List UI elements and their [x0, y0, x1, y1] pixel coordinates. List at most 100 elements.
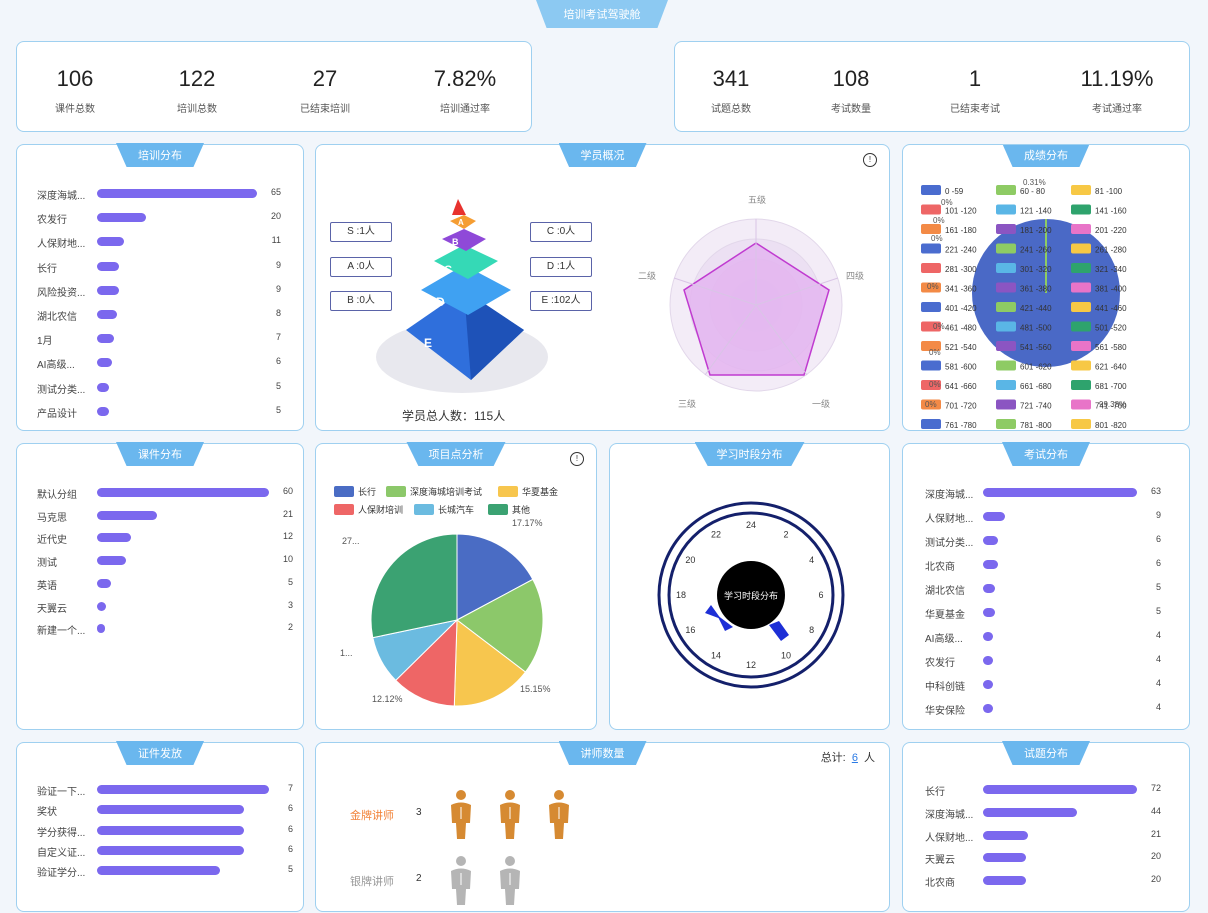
level-badge-b: B :0人 — [330, 291, 392, 311]
training-stats-panel: 106 课件总数 122 培训总数 27 已结束培训 7.82% 培训通过率 — [16, 41, 532, 132]
pie-slice[interactable] — [370, 533, 458, 639]
panel-tab: 课件分布 — [116, 442, 204, 466]
pie-slice[interactable] — [453, 619, 527, 707]
panel-tab: 成绩分布 — [1002, 145, 1090, 167]
pie-slice[interactable] — [395, 618, 458, 707]
score-legend-label: 421 -440 — [1020, 304, 1052, 313]
score-legend-swatch — [921, 282, 941, 293]
score-pie-label: 0.31% — [1023, 179, 1046, 187]
clock-hour-label: 24 — [746, 520, 756, 530]
bar — [97, 261, 120, 271]
pyramid-letter-b: B — [452, 237, 459, 247]
bar-row: 人保财地... 9 — [925, 510, 1175, 530]
bar — [983, 536, 998, 545]
score-legend-label: 701 -720 — [945, 402, 977, 411]
score-legend-label: 301 -320 — [1020, 265, 1052, 274]
bar-value: 20 — [1150, 851, 1161, 862]
score-legend-swatch — [921, 243, 941, 254]
clock-bar — [705, 605, 721, 619]
bar — [97, 334, 115, 344]
bar — [97, 533, 132, 543]
bar-label: 华夏基金 — [925, 610, 965, 621]
lecturer-level-count: 2 — [416, 873, 422, 884]
bar-value: 65 — [270, 187, 281, 197]
pie-legend-swatch — [334, 504, 354, 515]
score-legend-swatch — [1071, 419, 1091, 429]
bar-label: 天翼云 — [925, 855, 955, 867]
bar-value: 9 — [275, 283, 281, 294]
radar-axis-label: 五级 — [748, 194, 766, 205]
bar-value: 10 — [282, 554, 293, 565]
score-legend-swatch — [921, 360, 941, 371]
pyramid-layer-d — [421, 265, 511, 315]
bar-row: 长行 9 — [37, 260, 289, 280]
bar-row: 默认分组 60 — [37, 486, 293, 506]
bar-value: 20 — [270, 211, 281, 222]
info-icon[interactable]: ! — [570, 452, 584, 466]
exam-stats-panel: 341 试题总数 108 考试数量 1 已结束考试 11.19% 考试通过率 — [674, 41, 1190, 132]
score-pie-label: 0% — [925, 400, 937, 409]
score-legend-label: 521 -540 — [945, 343, 977, 352]
page-title-tab: 培训考试驾驶舱 — [536, 0, 668, 28]
score-legend-label: 121 -140 — [1020, 207, 1052, 216]
pyramid-letter-a: A — [458, 218, 464, 227]
score-legend-label: 281 -300 — [945, 265, 977, 274]
bar-label: 英语 — [37, 580, 57, 592]
score-legend-label: 581 -600 — [945, 363, 977, 372]
bar-row: 天翼云 3 — [37, 600, 293, 620]
score-legend-swatch — [921, 263, 941, 273]
bar-row: 奖状 6 — [37, 803, 293, 823]
bar-row: 验证学分... 5 — [37, 864, 293, 884]
clock-hour-label: 18 — [676, 590, 686, 600]
bar-value: 6 — [287, 803, 293, 814]
bar — [97, 510, 158, 520]
bar-row: 自定义证... 6 — [37, 844, 293, 864]
panel-tab: 学习时段分布 — [694, 442, 805, 466]
exam-dist-panel: 考试分布 深度海城... 63 人保财地... 9 测试分类... 6 北农商 6 湖北农信 5 华… — [902, 442, 1190, 730]
project-analysis-panel: 项目点分析 ! 长行 深度海城培训考试 华夏基金 人保财培训 长城汽车 其他 17.17% 1… — [315, 442, 597, 730]
score-legend-label: 81 -100 — [1095, 187, 1123, 196]
score-legend-label: 60 - 80 — [1020, 187, 1045, 196]
bar-row: 农发行 20 — [37, 211, 289, 231]
bar-value: 5 — [1155, 582, 1161, 592]
level-badge-a: A :0人 — [330, 257, 392, 277]
bar-row: 近代史 12 — [37, 531, 293, 551]
bar-label: 长行 — [37, 263, 57, 275]
score-legend-swatch — [1071, 399, 1091, 410]
certificate-chart: 验证一下... 7 奖状 6 学分获得... 6 自定义证... 6 验证学分... 5 — [37, 783, 293, 903]
bar — [97, 578, 112, 588]
level-badge-c: C :0人 — [530, 222, 592, 242]
panel-tab: 学员概况 — [558, 143, 647, 167]
bar-row: 英语 5 — [37, 577, 293, 597]
question-dist-chart: 长行 72 深度海城... 44 人保财地... 21 天翼云 20 北农商 20 — [925, 783, 1175, 913]
certificate-panel: 证件发放 验证一下... 7 奖状 6 学分获得... 6 自定义证... 6 验证学分... 5 — [16, 741, 304, 912]
bar-row: 产品设计 5 — [37, 405, 289, 425]
clock-bar — [717, 615, 733, 631]
bar — [983, 853, 1026, 863]
pie-label: 1... — [340, 648, 353, 658]
pie-slice[interactable] — [456, 533, 534, 621]
bar-label: 长行 — [925, 787, 945, 798]
pie-legend-label: 其他 — [512, 504, 530, 515]
bar-value: 5 — [275, 404, 281, 415]
pie-label: 12.12% — [372, 694, 403, 704]
bar-value: 20 — [1150, 874, 1161, 885]
bar — [97, 601, 106, 611]
score-legend-label: 541 -560 — [1020, 343, 1052, 352]
score-dist-chart: 0 -59 60 - 80 81 -100 101 -120 121 -140 141 -… — [921, 179, 1127, 429]
pyramid-letter-d: D — [436, 295, 445, 309]
panel-tab: 试题分布 — [1002, 741, 1090, 765]
info-icon[interactable]: ! — [863, 153, 877, 167]
score-legend-label: 201 -220 — [1095, 226, 1127, 235]
lecturer-level-label: 金牌讲师 — [350, 810, 394, 822]
bar-label: 奖状 — [37, 807, 57, 819]
bar-row: 华安保险 4 — [925, 702, 1175, 722]
score-legend-label: 801 -820 — [1095, 421, 1127, 429]
bar — [983, 512, 1005, 521]
course-dist-chart: 默认分组 60 马克思 21 近代史 12 测试 10 英语 5 天翼云 3 新建一个... 2 — [37, 486, 293, 686]
bar-label: 测试分类... — [925, 538, 974, 549]
learner-overview-panel: 学员概况 ! S :1人 A :0人 B :0人 C :0人 D :1人 E :… — [315, 143, 890, 431]
clock-hour-label: 8 — [809, 625, 814, 635]
bar-row: 湖北农信 5 — [925, 582, 1175, 602]
pie-slice[interactable] — [456, 578, 544, 673]
